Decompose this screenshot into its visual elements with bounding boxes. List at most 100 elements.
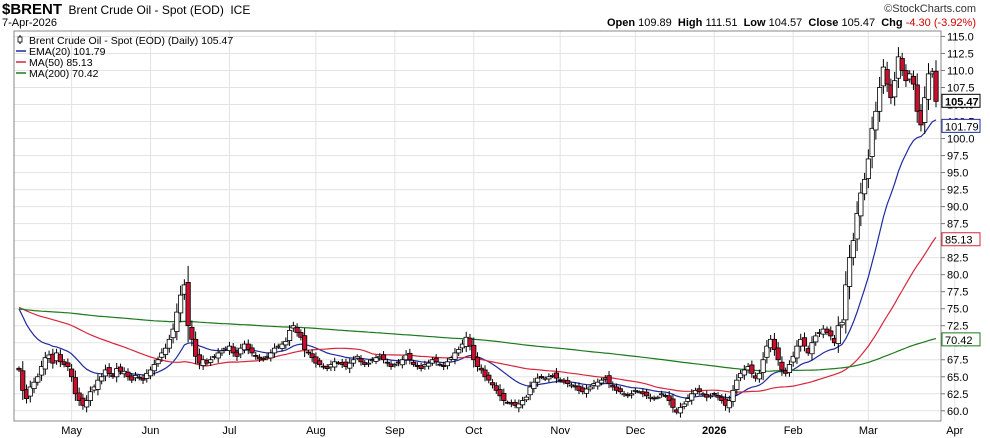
price-label-box <box>941 118 981 133</box>
candle-body <box>437 363 443 366</box>
candle <box>253 351 259 360</box>
low-label: Low <box>743 17 766 29</box>
candle-body <box>737 372 744 379</box>
candle <box>474 352 481 372</box>
candle <box>707 393 714 399</box>
candle <box>305 349 311 356</box>
candle <box>411 359 417 367</box>
candle <box>478 364 484 374</box>
x-tick-label: Mar <box>859 425 878 437</box>
candle <box>38 360 45 381</box>
candle-body <box>290 325 296 329</box>
candle <box>268 349 274 362</box>
candle <box>106 363 112 378</box>
x-tick-label: Apr <box>946 425 963 437</box>
candle <box>892 71 898 106</box>
candle-body <box>583 388 590 394</box>
candle <box>27 380 33 403</box>
candle <box>587 384 593 392</box>
x-tick-label: Jun <box>142 425 160 437</box>
candle <box>910 70 917 90</box>
candle-body <box>193 338 199 357</box>
close-value: 105.47 <box>841 17 876 29</box>
candle-body <box>839 321 845 326</box>
candle-body <box>365 362 372 365</box>
y-tick-label: 87.5 <box>947 219 968 231</box>
candle-body <box>125 371 131 378</box>
legend-candle-body <box>17 36 23 43</box>
candle <box>828 326 834 341</box>
candle <box>711 391 717 396</box>
candle-body <box>166 338 172 349</box>
candle-body <box>779 361 785 371</box>
candle-body <box>628 393 635 396</box>
candle-body <box>493 385 499 391</box>
x-tick-label: Nov <box>550 425 570 437</box>
open-value: 109.89 <box>638 17 672 29</box>
candle <box>208 356 214 366</box>
price-label: 101.79 <box>941 118 981 133</box>
price-label: 70.42 <box>941 332 981 347</box>
candle <box>317 357 323 368</box>
grid <box>14 31 956 421</box>
candle <box>31 377 37 394</box>
candle <box>373 354 379 365</box>
candle-body <box>659 393 665 396</box>
candle <box>933 60 939 108</box>
candle-body <box>31 381 37 390</box>
candle <box>294 323 300 337</box>
candle-body <box>873 110 879 131</box>
price-label-text: 85.13 <box>945 235 973 247</box>
y-tick-label: 95.0 <box>947 168 968 180</box>
candle <box>155 356 161 367</box>
candle-body <box>914 84 920 112</box>
candle-body <box>392 364 398 367</box>
candle-body <box>809 342 815 355</box>
candle-body <box>354 355 360 359</box>
candle-body <box>332 361 338 368</box>
candle <box>147 366 154 380</box>
candle <box>858 182 864 227</box>
candle <box>117 363 124 375</box>
candle-body <box>95 379 101 390</box>
legend-label: EMA(20) 101.79 <box>29 46 106 58</box>
candle-body <box>215 352 221 359</box>
candle-body <box>286 330 293 341</box>
chg-label: Chg <box>881 17 903 29</box>
ohlc-readout: Open 109.89 High 111.51 Low 104.57 Close… <box>607 17 976 29</box>
candle-body <box>775 347 781 361</box>
candle <box>72 370 78 401</box>
candle <box>610 381 616 391</box>
candle-body <box>170 328 176 339</box>
candle <box>309 349 315 363</box>
price-label-box <box>941 93 981 108</box>
candle <box>756 369 762 383</box>
price-label-text: 70.42 <box>945 335 973 347</box>
candle <box>764 339 770 364</box>
candle-body <box>84 400 90 408</box>
candle <box>151 359 157 376</box>
candle <box>350 356 357 367</box>
legend-label: MA(50) 85.13 <box>29 57 93 69</box>
candle <box>185 265 191 343</box>
candle <box>850 232 856 266</box>
candle-body <box>174 311 180 332</box>
y-tick-label: 62.5 <box>947 389 968 401</box>
x-tick-label: Sep <box>385 425 405 437</box>
y-tick-label: 97.5 <box>947 151 968 163</box>
candle-body <box>538 376 544 378</box>
candle <box>140 374 146 385</box>
price-label-text: 105.47 <box>945 96 979 108</box>
candle-body <box>373 357 379 362</box>
candle-body <box>418 365 424 369</box>
candle <box>42 351 48 375</box>
candle <box>877 76 883 122</box>
candle-body <box>35 376 41 383</box>
price-label-box <box>941 232 981 247</box>
candle <box>689 389 695 405</box>
candle-body <box>760 359 766 373</box>
candle <box>786 360 793 377</box>
candle <box>801 332 808 352</box>
candle-body <box>57 354 63 363</box>
